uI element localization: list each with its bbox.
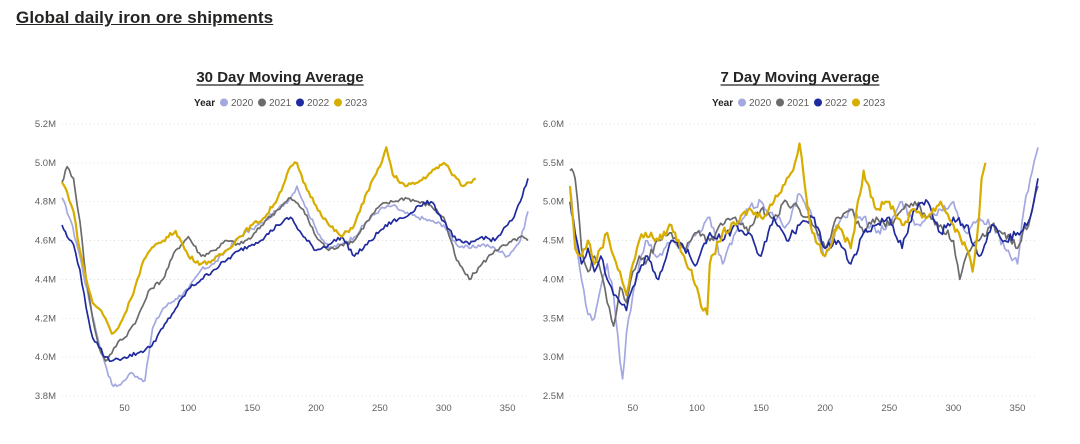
- legend-label-2023: 2023: [863, 98, 886, 109]
- chart-svg: 7 Day Moving Average Year 2020 2021 2022 2023…: [543, 69, 1039, 414]
- x-tick-label: 50: [628, 403, 639, 414]
- chart-svg: 30 Day Moving Average Year 2020 2021 2022 202…: [35, 69, 529, 414]
- chart-title: 7 Day Moving Average: [721, 69, 880, 86]
- x-tick-label: 150: [244, 403, 260, 414]
- x-tick-label: 150: [753, 403, 769, 414]
- legend-label-2020: 2020: [749, 98, 772, 109]
- page-title: Global daily iron ore shipments: [16, 8, 274, 27]
- y-tick-label: 4.0M: [35, 352, 56, 363]
- y-tick-label: 4.8M: [35, 197, 56, 208]
- x-tick-label: 100: [180, 403, 196, 414]
- x-tick-label: 350: [1010, 403, 1026, 414]
- chart-legend: Year 2020 2021 2022 2023: [194, 98, 368, 109]
- y-tick-label: 5.0M: [35, 158, 56, 169]
- chart-legend: Year 2020 2021 2022 2023: [712, 98, 886, 109]
- chart-30-day-moving-average: 30 Day Moving Average Year 2020 2021 2022 202…: [0, 0, 540, 439]
- y-tick-label: 6.0M: [543, 119, 564, 130]
- series-line-2023: [61, 146, 477, 335]
- legend-marker-2020: [220, 98, 228, 107]
- legend-marker-2023: [852, 98, 860, 107]
- y-tick-label: 3.5M: [543, 313, 564, 324]
- legend-label-2021: 2021: [269, 98, 292, 109]
- x-tick-label: 250: [881, 403, 897, 414]
- y-tick-label: 3.8M: [35, 391, 56, 402]
- y-tick-label: 4.4M: [35, 274, 56, 285]
- x-tick-label: 250: [372, 403, 388, 414]
- series-line-2022: [569, 178, 1039, 312]
- x-tick-label: 300: [436, 403, 452, 414]
- legend-marker-2022: [814, 98, 822, 107]
- series-line-2023: [568, 142, 987, 316]
- legend-label-2020: 2020: [231, 98, 254, 109]
- legend-title: Year: [194, 98, 215, 109]
- x-tick-label: 200: [817, 403, 833, 414]
- series-line-2022: [61, 178, 529, 363]
- legend-label-2023: 2023: [345, 98, 368, 109]
- x-tick-label: 50: [119, 403, 130, 414]
- series-line-2020: [61, 185, 529, 388]
- legend-label-2022: 2022: [825, 98, 848, 109]
- legend-marker-2021: [258, 98, 266, 107]
- legend-label-2021: 2021: [787, 98, 810, 109]
- x-tick-label: 300: [945, 403, 961, 414]
- chart-7-day-moving-average: 7 Day Moving Average Year 2020 2021 2022 2023…: [540, 0, 1080, 439]
- y-tick-label: 5.0M: [543, 197, 564, 208]
- legend-title: Year: [712, 98, 733, 109]
- x-tick-label: 100: [689, 403, 705, 414]
- y-tick-label: 3.0M: [543, 352, 564, 363]
- y-tick-label: 5.5M: [543, 158, 564, 169]
- chart-title: 30 Day Moving Average: [196, 69, 363, 86]
- legend-marker-2022: [296, 98, 304, 107]
- legend-marker-2020: [738, 98, 746, 107]
- x-tick-label: 200: [308, 403, 324, 414]
- y-tick-label: 4.5M: [543, 236, 564, 247]
- legend-marker-2021: [776, 98, 784, 107]
- y-tick-label: 4.2M: [35, 313, 56, 324]
- y-tick-label: 4.0M: [543, 274, 564, 285]
- x-tick-label: 350: [500, 403, 516, 414]
- y-tick-label: 2.5M: [543, 391, 564, 402]
- y-tick-label: 5.2M: [35, 119, 56, 130]
- series-line-2021: [61, 165, 529, 362]
- y-tick-label: 4.6M: [35, 236, 56, 247]
- legend-marker-2023: [334, 98, 342, 107]
- legend-label-2022: 2022: [307, 98, 330, 109]
- series-line-2021: [569, 168, 1039, 327]
